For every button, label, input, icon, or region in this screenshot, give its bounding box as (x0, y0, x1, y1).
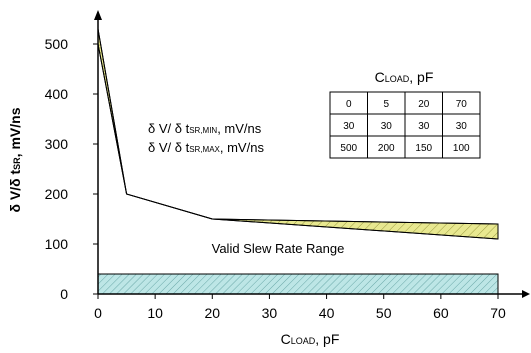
series-min-label: δ V/ δ tSR,MIN, mV/ns (148, 121, 262, 136)
x-tick-label: 40 (319, 305, 335, 321)
x-tick-label: 50 (376, 305, 392, 321)
y-tick-label: 200 (45, 186, 69, 202)
x-tick-label: 20 (204, 305, 220, 321)
table-cell-text: 30 (456, 121, 468, 132)
table-cell-text: 500 (340, 143, 357, 154)
cload-table: CLOAD, pF 0 5 20 70 30 30 30 30 500 200 150 100 (329, 69, 481, 159)
table-cell-text: 30 (343, 121, 355, 132)
y-tick-label: 500 (45, 36, 69, 52)
x-tick-label: 60 (433, 305, 449, 321)
x-tick-label: 70 (490, 305, 506, 321)
table-cell-text: 200 (378, 143, 395, 154)
y-axis-arrow (94, 10, 102, 20)
table-cell-text: 5 (383, 99, 389, 110)
table-cell-text: 100 (453, 143, 470, 154)
x-tick-label: 0 (94, 305, 102, 321)
table-cell-text: 30 (418, 121, 430, 132)
x-tick-label: 10 (147, 305, 163, 321)
y-tick-label: 100 (45, 236, 69, 252)
table-cell-text: 30 (381, 121, 393, 132)
valid-range-label: Valid Slew Rate Range (212, 241, 345, 256)
series-line-min (97, 43, 499, 240)
y-tick-label: 300 (45, 136, 69, 152)
series-max-label: δ V/ δ tSR,MAX, mV/ns (148, 140, 264, 155)
y-axis-label: δ V/δ tSR, mV/ns (7, 107, 23, 212)
table-cell-text: 150 (415, 143, 432, 154)
x-axis-arrow (522, 290, 530, 298)
table-cell-text: 0 (346, 99, 352, 110)
y-tick-label: 0 (60, 286, 68, 302)
valid-range-bar (97, 273, 499, 295)
y-tick-label: 400 (45, 86, 69, 102)
table-title: CLOAD, pF (375, 69, 434, 85)
x-tick-label: 30 (262, 305, 278, 321)
x-axis-label: CLOAD, pF (281, 331, 340, 347)
table-cell-text: 20 (418, 99, 430, 110)
table-cell (442, 135, 481, 159)
table-cell-text: 70 (456, 99, 468, 110)
